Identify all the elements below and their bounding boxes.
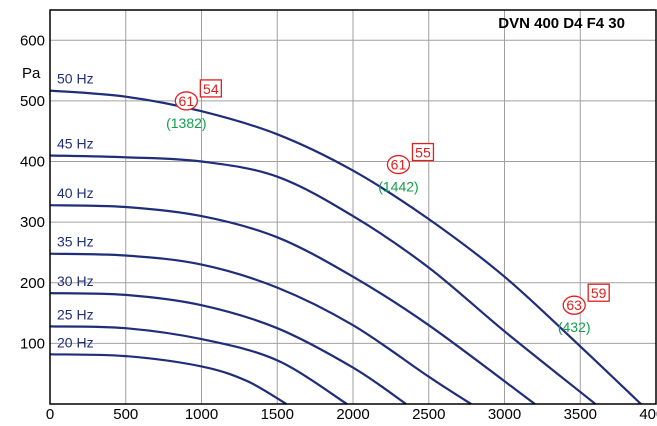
chart-title: DVN 400 D4 F4 30 (498, 15, 625, 32)
operating-point: 63 59 (432) (558, 283, 610, 335)
y-tick-label: 300 (20, 214, 45, 231)
marker-box (411, 142, 435, 162)
series-line (49, 89, 642, 405)
x-tick-label: 2500 (412, 406, 445, 423)
series-line (49, 154, 597, 405)
x-tick-label: 0 (46, 406, 54, 423)
flow-value-label: (1442) (378, 179, 418, 195)
series-label: 35 Hz (57, 234, 94, 250)
y-tick-label: 600 (20, 32, 45, 49)
plot-frame (49, 9, 657, 405)
x-tick-label: 1000 (185, 406, 218, 423)
marker-box (199, 79, 223, 98)
annotations: 61 54 (1382) 61 55 (1442) 63 59 (432) (166, 79, 610, 335)
series-line (49, 252, 472, 405)
y-tick-label: 400 (20, 154, 45, 171)
flow-value-label: (1382) (166, 115, 206, 131)
x-tick-label: 1500 (261, 406, 294, 423)
sound-level-label: 61 (391, 157, 407, 173)
box-value-label: 55 (415, 145, 431, 161)
box-value-label: 54 (203, 81, 219, 97)
x-tick-label: 500 (113, 406, 138, 423)
series-line (49, 325, 348, 405)
y-axis-label: Pa (22, 65, 41, 82)
series-label: 30 Hz (57, 273, 94, 289)
operating-point: 61 54 (1382) (166, 79, 223, 131)
box-value-label: 59 (591, 285, 607, 301)
series-line (49, 292, 407, 405)
y-tick-label: 100 (20, 335, 45, 352)
marker-box (587, 283, 610, 302)
flow-value-label: (432) (558, 319, 591, 335)
sound-level-label: 61 (179, 93, 195, 109)
operating-point: 61 55 (1442) (378, 142, 435, 195)
y-tick-label: 500 (20, 93, 45, 110)
x-tick-label: 3500 (564, 406, 597, 423)
sound-level-label: 63 (566, 297, 582, 313)
ticks: 0 500 1000 1500 2000 2500 3000 3500 4000 100 200 30… (20, 32, 657, 423)
curves (49, 89, 642, 405)
grid (50, 10, 656, 404)
series-label: 20 Hz (57, 334, 94, 350)
series-label: 40 Hz (57, 185, 94, 201)
series-label: 45 Hz (57, 135, 94, 151)
series-line (49, 353, 287, 405)
marker-circle (386, 154, 411, 175)
y-tick-label: 200 (20, 275, 45, 292)
curve-labels: 50 Hz 45 Hz 40 Hz 35 Hz 30 Hz 25 Hz 20 Hz (57, 71, 94, 351)
marker-circle (174, 91, 199, 111)
series-line (49, 204, 536, 405)
marker-circle (562, 295, 586, 315)
series-label: 50 Hz (57, 71, 94, 87)
x-tick-label: 4000 (639, 406, 657, 423)
series-label: 25 Hz (57, 306, 94, 322)
x-tick-label: 2000 (336, 406, 369, 423)
x-tick-label: 3000 (488, 406, 521, 423)
